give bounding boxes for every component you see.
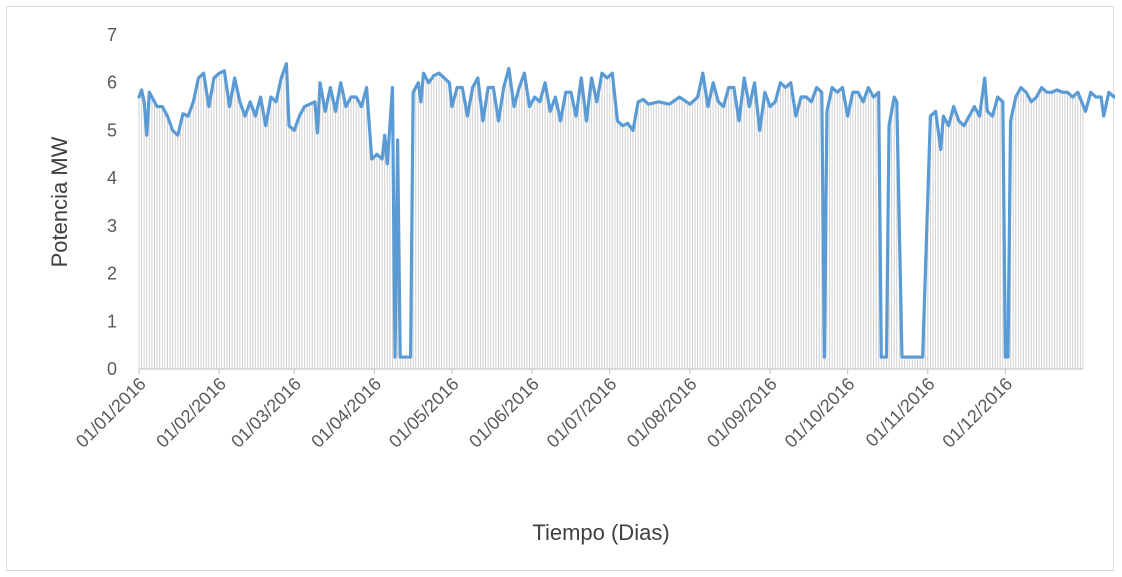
x-tick-label: 01/09/2016: [703, 374, 781, 452]
y-tick-label: 5: [107, 120, 117, 140]
y-tick-label: 0: [107, 359, 117, 379]
x-axis-title: Tiempo (Dias): [532, 520, 669, 545]
y-axis-title: Potencia MW: [47, 136, 72, 267]
y-tick-label: 1: [107, 311, 117, 331]
y-tick-label: 2: [107, 264, 117, 284]
x-tick-label: 01/10/2016: [781, 374, 859, 452]
x-tick-label: 01/01/2016: [72, 374, 150, 452]
x-tick-label: 01/05/2016: [385, 374, 463, 452]
x-tick-label: 01/11/2016: [862, 374, 939, 451]
y-tick-labels: 0 1 2 3 4 5 6 7: [107, 25, 117, 379]
x-tick-label: 01/04/2016: [307, 374, 385, 452]
area-fill-layer: [138, 63, 1084, 369]
x-tick-label: 01/02/2016: [152, 374, 230, 452]
y-tick-label: 7: [107, 25, 117, 45]
y-tick-label: 4: [107, 168, 117, 188]
y-tick-label: 6: [107, 73, 117, 93]
x-tick-label: 01/08/2016: [623, 374, 701, 452]
series-line: [137, 62, 1115, 359]
y-tick-label: 3: [107, 216, 117, 236]
x-tick-label: 01/06/2016: [465, 374, 543, 452]
x-tick-label: 01/12/2016: [938, 374, 1016, 452]
x-tick-label: 01/07/2016: [543, 374, 621, 452]
x-tick-label: 01/03/2016: [227, 374, 305, 452]
